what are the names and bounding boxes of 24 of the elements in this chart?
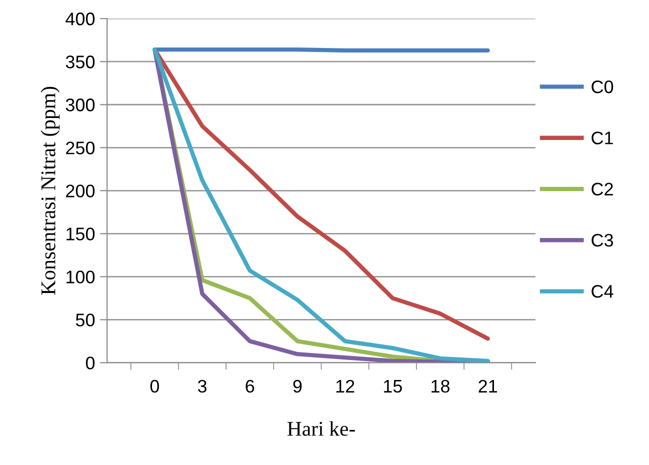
x-tick-label: 9 (293, 380, 302, 393)
x-tick-label: 3 (198, 380, 206, 393)
y-tick-label: 200 (66, 184, 95, 198)
x-tick-label: 12 (336, 380, 354, 392)
x-tick-label: 18 (432, 380, 450, 393)
y-tick-label: 400 (66, 12, 95, 26)
y-tick-label: 250 (66, 142, 95, 154)
x-axis-title: Hari ke- (287, 421, 355, 436)
y-tick-label: 100 (66, 270, 95, 284)
legend-label: C2 (592, 182, 613, 196)
legend-label: C0 (592, 80, 614, 94)
y-axis-title: Konsentrasi Nitrat (ppm) (40, 86, 60, 295)
x-tick-label: 6 (246, 380, 254, 393)
x-tick-label: 21 (478, 380, 497, 392)
y-tick-label: 300 (66, 98, 95, 112)
y-tick-label: 50 (76, 314, 95, 326)
legend-label: C1 (592, 132, 613, 144)
x-tick-label: 15 (384, 380, 402, 393)
y-tick-label: 350 (66, 56, 95, 68)
x-tick-label: 0 (150, 380, 159, 393)
legend-label: C3 (592, 234, 614, 247)
y-tick-label: 150 (66, 228, 95, 240)
legend-label: C4 (592, 284, 614, 298)
y-tick-label: 0 (86, 356, 95, 370)
